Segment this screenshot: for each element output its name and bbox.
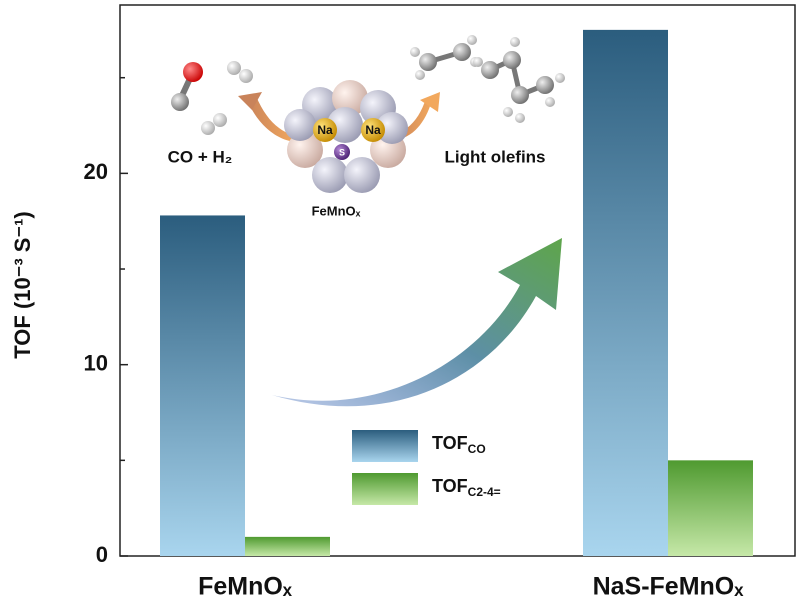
annotation: Na bbox=[365, 123, 381, 137]
annotation: Light olefins bbox=[444, 147, 545, 166]
atom-h bbox=[213, 113, 227, 127]
arrow-in-head bbox=[238, 92, 262, 110]
annotation: CO + H₂ bbox=[168, 147, 233, 166]
y-tick-label: 10 bbox=[84, 350, 108, 375]
y-axis-label: TOF (10⁻³ S⁻¹) bbox=[10, 211, 35, 359]
x-tick-label: FeMnOₓ bbox=[198, 573, 293, 601]
plot-frame bbox=[119, 4, 796, 557]
illustration: CO + H₂ FeMnOₓ Light olefins Na Na S bbox=[168, 35, 565, 407]
x-tick-label: NaS-FeMnOₓ bbox=[593, 573, 745, 601]
legend-label: TOFCO bbox=[432, 433, 486, 456]
annotation: S bbox=[339, 147, 345, 157]
legend-swatch bbox=[352, 430, 418, 462]
bar bbox=[668, 460, 753, 556]
arrow-out-head bbox=[420, 92, 440, 112]
cluster bbox=[284, 80, 408, 193]
legend-name: TOF bbox=[432, 433, 468, 453]
legend-swatch bbox=[352, 473, 418, 505]
legend-subscript: C2-4= bbox=[468, 485, 501, 499]
olefin-molecules bbox=[410, 35, 565, 123]
arrow-in bbox=[246, 96, 296, 142]
atom-o bbox=[183, 62, 203, 82]
bar bbox=[245, 536, 330, 556]
atom-h bbox=[201, 121, 215, 135]
annotation: FeMnOₓ bbox=[312, 203, 361, 218]
legend-name: TOF bbox=[432, 476, 468, 496]
atom-h bbox=[227, 61, 241, 75]
legend-label: TOFC2-4= bbox=[432, 476, 501, 499]
bar bbox=[160, 215, 245, 556]
trend-arrow bbox=[272, 238, 562, 407]
atom-h bbox=[239, 69, 253, 83]
bar bbox=[583, 29, 668, 557]
annotation: Na bbox=[317, 123, 333, 137]
y-tick-label: 20 bbox=[84, 159, 108, 184]
y-tick-label: 0 bbox=[96, 542, 108, 567]
atom-c bbox=[171, 93, 189, 111]
legend-subscript: CO bbox=[468, 442, 486, 456]
